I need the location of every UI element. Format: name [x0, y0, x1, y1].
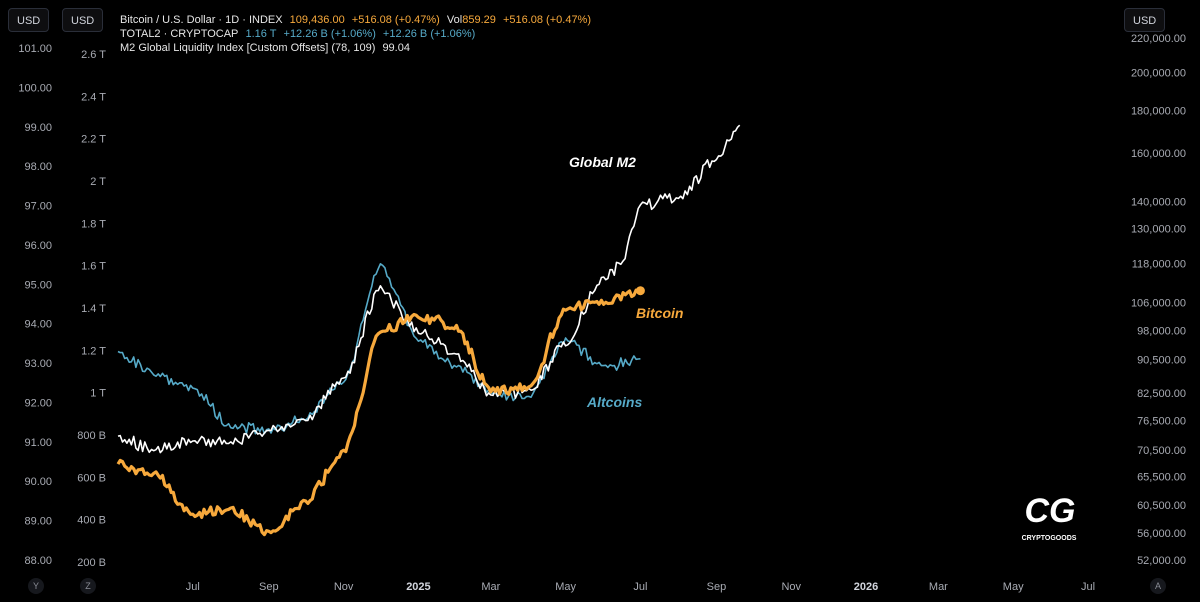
btc-tick-label: 140,000.00	[1131, 197, 1186, 209]
legend-btc-name: Bitcoin / U.S. Dollar · 1D · INDEX	[120, 14, 283, 26]
time-tick-label: Mar	[481, 581, 500, 593]
time-axis: Jul Sep Nov 2025 Mar May Jul Sep Nov 2026 Mar May Ju…	[186, 581, 1095, 593]
time-tick-label: Nov	[781, 581, 801, 593]
time-tick-label: Jul	[633, 581, 647, 593]
time-tick-label: Mar	[929, 581, 948, 593]
watermark-logo: CG CRYPTOGOODS	[1022, 492, 1077, 542]
log-scale-toggle[interactable]: Y	[28, 578, 44, 594]
legend-m2-row: M2 Global Liquidity Index [Custom Offset…	[120, 42, 414, 55]
right-unit-button[interactable]: USD	[1124, 8, 1166, 32]
total2-tick-label: 400 B	[77, 515, 106, 527]
bitcoin-last-point	[635, 286, 645, 296]
m2-tick-label: 101.00	[18, 43, 52, 55]
legend-total2-name: TOTAL2 · CRYPTOCAP	[120, 28, 239, 40]
btc-tick-label: 106,000.00	[1131, 297, 1186, 309]
btc-tick-label: 118,000.00	[1132, 258, 1186, 270]
left-unit-button-1[interactable]: USD	[8, 8, 50, 32]
m2-tick-label: 92.00	[24, 397, 52, 409]
bitcoin-line	[116, 288, 641, 537]
auto-scale-toggle[interactable]: A	[1150, 578, 1166, 594]
total2-tick-label: 2.6 T	[81, 49, 106, 61]
legend-m2-value: 99.04	[382, 42, 410, 54]
total2-tick-label: 1.6 T	[81, 261, 106, 273]
btc-tick-label: 52,000.00	[1137, 555, 1186, 567]
time-tick-label: Nov	[334, 581, 354, 593]
btc-tick-label: 160,000.00	[1131, 148, 1186, 160]
btc-tick-label: 82,500.00	[1137, 388, 1186, 400]
m2-tick-label: 94.00	[24, 319, 52, 331]
time-tick-label: May	[1003, 581, 1024, 593]
btc-tick-label: 65,500.00	[1137, 471, 1186, 483]
btc-tick-label: 60,500.00	[1137, 500, 1186, 512]
btc-tick-label: 70,500.00	[1137, 445, 1186, 457]
total2-axis: 2.6 T 2.4 T 2.2 T 2 T 1.8 T 1.6 T 1.4 T 1.2 T 1 …	[77, 49, 106, 569]
m2-axis: 101.00 100.00 99.00 98.00 97.00 96.00 95.00 94.…	[18, 43, 52, 567]
btc-tick-label: 98,000.00	[1137, 326, 1186, 338]
total2-tick-label: 2 T	[90, 176, 106, 188]
btc-axis: 220,000.00 200,000.00 180,000.00 160,000.00…	[1131, 33, 1186, 567]
time-tick-label: Jul	[186, 581, 200, 593]
time-tick-label: May	[555, 581, 576, 593]
m2-tick-label: 95.00	[24, 279, 52, 291]
total2-tick-label: 200 B	[77, 557, 106, 569]
legend-total2-row: TOTAL2 · CRYPTOCAP 1.16 T +12.26 B (+1.0…	[120, 28, 479, 41]
legend-total2-value: 1.16 T	[245, 28, 277, 40]
time-tick-label: 2026	[854, 581, 878, 593]
series-annotation: Altcoins	[586, 394, 642, 410]
m2-tick-label: 99.00	[24, 122, 52, 134]
legend-vol-change: +516.08 (+0.47%)	[502, 14, 592, 26]
total2-tick-label: 800 B	[77, 430, 106, 442]
zoom-reset-button[interactable]: Z	[80, 578, 96, 594]
total2-tick-label: 600 B	[77, 472, 106, 484]
total2-tick-label: 1.4 T	[81, 303, 106, 315]
time-tick-label: Sep	[259, 581, 279, 593]
total2-tick-label: 2.4 T	[81, 91, 106, 103]
btc-tick-label: 130,000.00	[1131, 223, 1186, 235]
time-tick-label: 2025	[406, 581, 430, 593]
total2-tick-label: 1.8 T	[81, 218, 106, 230]
series-labels: Global M2 Bitcoin Altcoins	[569, 154, 683, 410]
m2-tick-label: 88.00	[24, 555, 52, 567]
legend-vol-label: Vol	[446, 14, 463, 26]
m2-tick-label: 97.00	[24, 201, 52, 213]
legend-total2-change: +12.26 B (+1.06%)	[283, 28, 376, 40]
legend-total2-change2: +12.26 B (+1.06%)	[382, 28, 476, 40]
m2-tick-label: 93.00	[24, 358, 52, 370]
series-annotation: Global M2	[569, 154, 636, 170]
btc-tick-label: 220,000.00	[1131, 33, 1186, 45]
legend-m2-name: M2 Global Liquidity Index [Custom Offset…	[120, 42, 376, 54]
legend-btc-row: Bitcoin / U.S. Dollar · 1D · INDEX 109,4…	[120, 14, 595, 27]
series-lines	[116, 124, 741, 537]
total2-tick-label: 2.2 T	[81, 134, 106, 146]
btc-tick-label: 180,000.00	[1131, 106, 1186, 118]
btc-tick-label: 90,500.00	[1137, 354, 1186, 366]
btc-tick-label: 76,500.00	[1137, 415, 1186, 427]
watermark-text: CRYPTOGOODS	[1022, 535, 1077, 542]
total2-tick-label: 1.2 T	[81, 345, 106, 357]
m2-tick-label: 89.00	[24, 516, 52, 528]
watermark-logo-mark: CG	[1025, 492, 1076, 530]
legend-btc-change: +516.08 (+0.47%)	[351, 14, 440, 26]
left-unit-button-2[interactable]: USD	[62, 8, 104, 32]
m2-tick-label: 98.00	[24, 161, 52, 173]
total2-tick-label: 1 T	[90, 388, 106, 400]
legend-vol-value: 859.29	[462, 14, 496, 26]
m2-tick-label: 100.00	[18, 82, 52, 94]
m2-tick-label: 91.00	[24, 437, 52, 449]
m2-tick-label: 90.00	[24, 476, 52, 488]
time-tick-label: Sep	[707, 581, 727, 593]
time-tick-label: Jul	[1081, 581, 1095, 593]
btc-tick-label: 56,000.00	[1137, 528, 1186, 540]
global-m2-line	[117, 124, 741, 454]
m2-tick-label: 96.00	[24, 240, 52, 252]
btc-tick-label: 200,000.00	[1131, 67, 1186, 79]
series-annotation: Bitcoin	[636, 305, 683, 321]
legend-btc-value: 109,436.00	[289, 14, 345, 26]
